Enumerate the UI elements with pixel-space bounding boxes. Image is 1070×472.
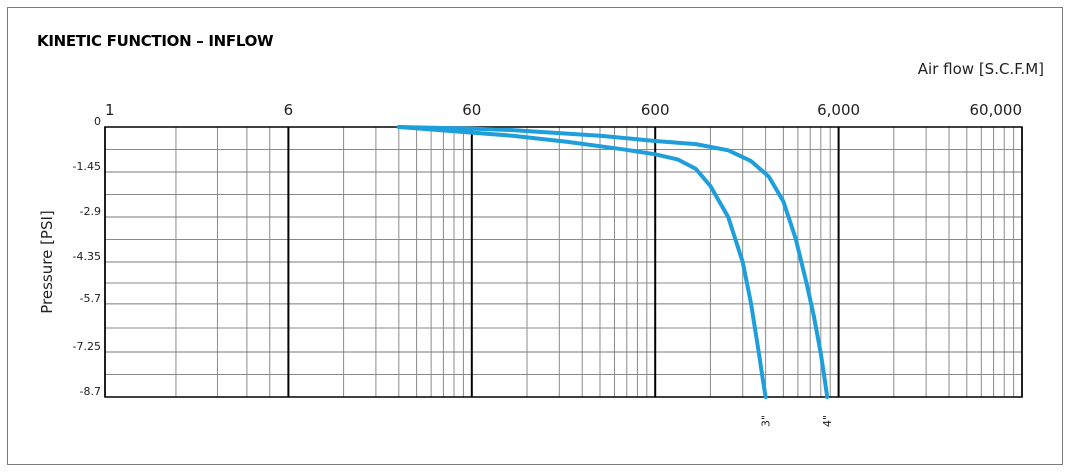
- chart-frame: [7, 7, 1063, 465]
- x-tick-label: 60,000: [970, 101, 1023, 119]
- y-tick-label: -1.45: [73, 160, 101, 173]
- y-tick-label: -5.7: [80, 292, 101, 305]
- chart-title: KINETIC FUNCTION – INFLOW: [37, 32, 274, 50]
- x-tick-label: 6: [284, 101, 294, 119]
- y-tick-label: -4.35: [73, 250, 101, 263]
- series-lines: [396, 125, 830, 399]
- y-tick-label: -2.9: [80, 205, 101, 218]
- x-tick-label: 600: [641, 101, 670, 119]
- series-label-0: 3": [760, 415, 773, 427]
- series-label-1: 4": [821, 415, 834, 427]
- x-tick-labels: 1 6 60 600 6,000 60,000: [105, 101, 1022, 119]
- y-tick-labels: 0 -1.45 -2.9 -4.35 -5.7 -7.25 -8.7: [73, 115, 101, 398]
- series-line-0: [396, 125, 768, 399]
- x-tick-label: 6,000: [817, 101, 860, 119]
- major-gridlines: [104, 126, 1023, 398]
- plot-border: [104, 126, 1023, 398]
- x-axis-label: Air flow [S.C.F.M]: [917, 60, 1044, 78]
- series-line-1: [396, 125, 830, 399]
- x-tick-label: 60: [462, 101, 481, 119]
- x-tick-label: 1: [105, 101, 115, 119]
- y-tick-label: -8.7: [80, 385, 101, 398]
- y-axis-label: Pressure [PSI]: [38, 210, 56, 314]
- series-labels: 3" 4": [760, 415, 835, 427]
- y-tick-label: -7.25: [73, 340, 101, 353]
- y-tick-label: 0: [94, 115, 101, 128]
